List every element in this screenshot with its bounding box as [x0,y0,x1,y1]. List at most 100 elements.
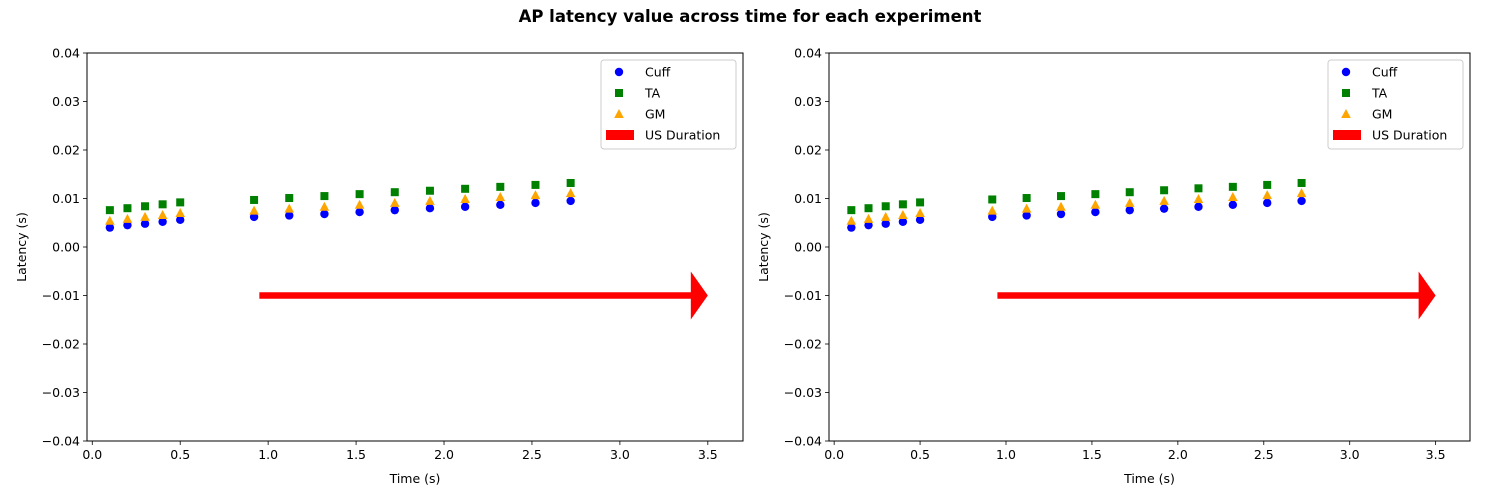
gm-point [1262,190,1273,200]
cuff-point [898,217,908,226]
x-tick-label: 1.0 [996,447,1016,462]
legend-cuff-marker [1341,67,1351,77]
x-tick-label: 0.5 [170,447,190,462]
ta-point [320,192,329,201]
x-tick-label: 1.5 [1082,447,1102,462]
ta-point [1297,178,1306,187]
y-tick-label: 0.04 [794,46,822,61]
x-tick-label: 2.0 [434,447,454,462]
figure-title: AP latency value across time for each ex… [518,7,982,26]
cuff-point [355,207,364,217]
gm-point [425,195,435,205]
legend-ta-marker [1342,89,1350,97]
gm-point [249,205,259,215]
cuff-point [1159,204,1169,213]
cuff-point [249,212,259,222]
x-tick-label: 0.5 [910,447,930,462]
cuff-point [531,198,540,208]
ta-point [390,188,399,197]
y-tick-label: −0.02 [784,337,822,352]
axes-frame [86,52,744,442]
ta-point [123,204,132,213]
legend-gm-marker [614,109,624,118]
cuff-point [1194,202,1203,211]
gm-point [863,213,874,223]
gm-point [1296,188,1307,198]
ta-point [1125,188,1134,197]
legend-us-marker [606,130,634,140]
ta-point [1056,192,1065,201]
ta-point [847,206,856,215]
ta-point [1160,186,1169,195]
legend-label: Cuff [645,65,671,80]
ta-point [425,186,434,195]
gm-point [1228,192,1238,202]
legend-gm-marker [1341,109,1351,118]
cuff-point [1091,207,1100,217]
legend-frame [1327,59,1464,150]
us-duration-arrow [259,271,708,320]
cuff-point [1228,200,1238,210]
ta-point [496,182,505,191]
cuff-point [847,223,856,232]
ta-point [1228,182,1237,191]
cuff-point [425,204,435,213]
gm-point [389,197,400,207]
legend-label: GM [1372,107,1392,122]
ta-point [1022,194,1031,203]
cuff-point [1022,211,1031,220]
ta-point [355,190,364,199]
ta-point [898,200,907,209]
cuff-point [158,217,167,226]
y-tick-label: 0.03 [52,94,80,109]
gm-point [1021,203,1032,213]
gm-point [122,213,133,223]
gm-point [319,201,330,211]
cuff-point [915,215,925,225]
ta-point [566,178,575,187]
y-tick-label: 0.00 [794,240,822,255]
cuff-point [1125,205,1134,215]
cuff-point [320,209,329,219]
ta-point [158,200,167,209]
x-axis-label: Time (s) [1123,471,1175,486]
ta-point [141,202,150,211]
cuff-point [988,212,997,222]
us-duration-arrow [997,271,1436,320]
legend-label: TA [1371,86,1388,101]
ta-point [531,180,540,189]
cuff-point [176,215,185,225]
x-tick-label: 2.5 [522,447,542,462]
y-tick-label: −0.02 [42,337,80,352]
gm-point [846,215,857,225]
y-tick-label: 0.00 [52,240,80,255]
legend-frame [600,59,737,150]
x-axis-label: Time (s) [389,471,441,486]
x-tick-label: 0.0 [824,447,844,462]
x-tick-label: 0.0 [82,447,102,462]
y-tick-label: −0.01 [784,288,822,303]
ta-point [176,198,185,207]
y-tick-label: 0.02 [794,143,822,158]
gm-point [1159,195,1169,205]
cuff-point [1297,196,1306,206]
gm-point [1056,201,1066,211]
cuff-point [496,200,505,210]
legend: Cuff TA GM US Duration [600,59,737,150]
ta-point [250,195,259,204]
cuff-point [460,202,470,211]
subplot-2: 0.0 0.5 1.0 1.5 2.0 2.5 3.0 3.5 −0.04 −0.03 −0.02 −… [756,46,1471,486]
y-tick-label: 0.03 [794,94,822,109]
ta-point [1263,180,1272,189]
y-tick-label: −0.04 [784,434,822,449]
x-tick-label: 3.5 [1426,447,1446,462]
legend-label: Cuff [1372,65,1398,80]
gm-point [460,193,470,203]
y-tick-label: −0.04 [42,434,80,449]
gm-point [987,205,998,215]
gm-point [354,199,365,209]
gm-point [880,211,891,221]
cuff-point [390,205,399,215]
legend-label: US Duration [1372,128,1447,143]
